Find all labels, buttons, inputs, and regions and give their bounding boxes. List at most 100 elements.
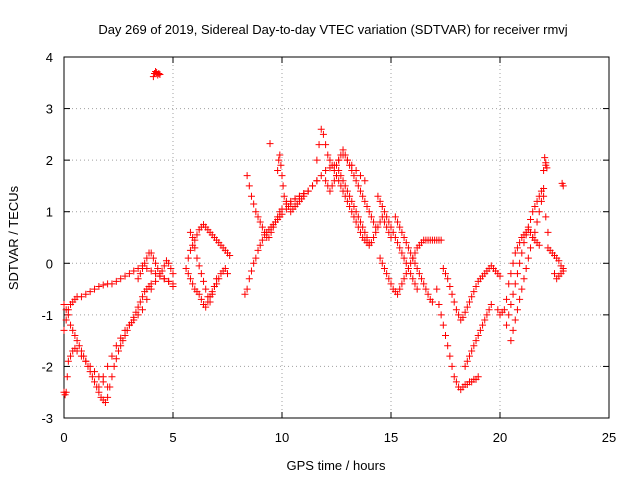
data-point — [422, 285, 430, 293]
data-point — [108, 352, 116, 360]
series-arc18 — [376, 236, 445, 298]
data-point — [155, 70, 163, 78]
data-point — [446, 352, 454, 360]
series-arc12 — [274, 151, 308, 216]
data-point — [509, 326, 517, 334]
data-point — [505, 311, 513, 319]
data-point — [154, 264, 162, 272]
data-point — [509, 259, 517, 267]
data-point — [138, 306, 146, 314]
data-point — [99, 373, 107, 381]
data-point — [67, 321, 75, 329]
data-point — [391, 213, 399, 221]
data-point — [402, 239, 410, 247]
data-point — [226, 252, 234, 260]
data-point — [404, 264, 412, 272]
data-point — [224, 270, 231, 278]
data-point — [444, 275, 452, 283]
data-point — [428, 298, 436, 306]
data-point — [143, 254, 151, 262]
data-point — [387, 280, 395, 288]
data-point — [365, 208, 373, 216]
data-point — [400, 234, 408, 241]
series-arc10 — [241, 177, 321, 298]
data-point — [258, 236, 266, 244]
data-point — [461, 362, 469, 370]
data-point — [280, 192, 288, 200]
series-arc17 — [374, 192, 421, 293]
data-point — [333, 161, 340, 169]
data-point — [193, 254, 201, 262]
data-point — [202, 303, 210, 311]
data-point — [516, 259, 524, 267]
data-point — [398, 249, 406, 257]
data-point — [149, 73, 157, 81]
data-point — [254, 213, 262, 221]
data-point — [64, 306, 72, 314]
data-point — [258, 223, 266, 231]
data-point — [189, 234, 197, 241]
data-point — [63, 373, 71, 381]
data-point — [73, 347, 81, 355]
data-point — [435, 301, 443, 309]
data-point — [319, 130, 327, 138]
data-point — [468, 347, 476, 355]
data-point — [275, 156, 283, 164]
data-point — [404, 244, 412, 252]
data-point — [326, 156, 334, 164]
data-point — [444, 342, 452, 350]
data-point — [136, 270, 144, 278]
data-point — [117, 275, 125, 283]
data-point — [442, 331, 449, 339]
series-arc13 — [266, 140, 274, 148]
data-point — [356, 172, 364, 180]
series-arc23 — [503, 185, 548, 329]
data-point — [136, 298, 144, 306]
data-point — [195, 262, 203, 270]
data-point — [378, 203, 386, 211]
data-point — [518, 249, 526, 257]
data-point — [243, 285, 251, 293]
data-point — [465, 298, 473, 306]
data-point — [476, 326, 484, 334]
data-point — [317, 172, 325, 180]
data-point — [542, 213, 550, 221]
data-point — [487, 301, 495, 309]
data-point — [204, 293, 212, 301]
y-axis-label: SDTVAR / TECUs — [6, 185, 21, 290]
y-tick-label: 0 — [46, 256, 53, 271]
series-arc8 — [182, 264, 231, 311]
data-point — [261, 228, 269, 236]
data-point — [328, 182, 336, 190]
data-point — [221, 264, 229, 272]
data-point — [75, 342, 83, 350]
data-point — [361, 197, 369, 205]
data-point — [125, 270, 133, 278]
data-point — [356, 187, 364, 195]
series-arc2 — [60, 262, 177, 334]
data-point — [291, 195, 299, 203]
data-point — [213, 275, 221, 283]
data-point — [483, 311, 491, 319]
data-point — [496, 272, 504, 280]
data-point — [197, 295, 205, 303]
y-tick-label: 4 — [46, 50, 53, 65]
data-point — [247, 192, 255, 200]
data-point — [413, 264, 421, 272]
data-point — [450, 298, 458, 306]
data-point — [543, 164, 551, 172]
data-point — [82, 290, 90, 298]
data-point — [540, 185, 548, 193]
data-point — [117, 334, 125, 342]
data-point — [134, 311, 142, 319]
data-point — [250, 259, 258, 267]
data-point — [69, 326, 77, 334]
data-point — [195, 290, 203, 298]
data-point — [134, 275, 142, 283]
data-point — [112, 342, 120, 350]
series-arc6 — [149, 67, 164, 81]
data-point — [518, 285, 526, 293]
data-point — [245, 275, 253, 283]
series-arc29 — [558, 179, 567, 190]
